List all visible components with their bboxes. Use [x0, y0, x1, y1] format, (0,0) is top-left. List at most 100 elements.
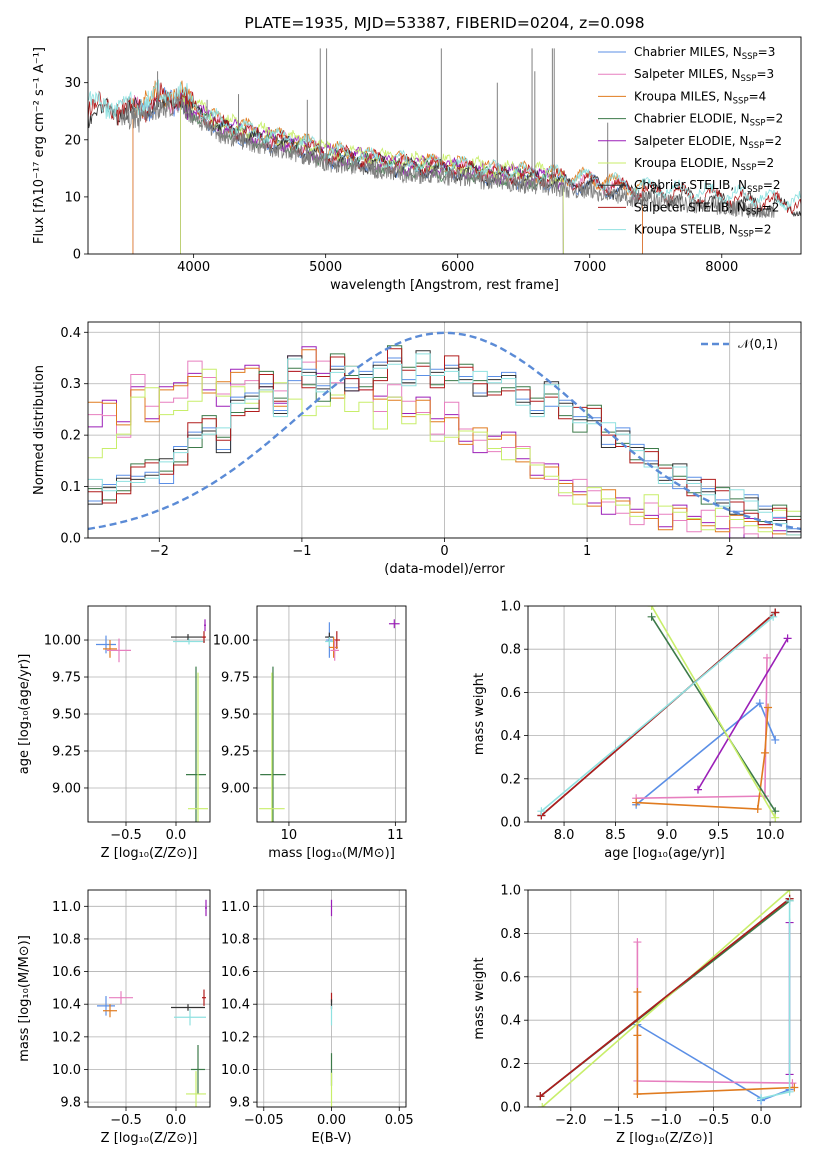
- plot-area: [88, 606, 210, 822]
- legend-value: =2: [754, 223, 772, 237]
- weight-marker: [536, 1092, 545, 1101]
- legend-subscript: SSP: [750, 119, 766, 129]
- y-tick-label: 10.2: [221, 1030, 250, 1045]
- legend-label: Chabrier MILES, NSSP=3: [634, 45, 775, 62]
- y-tick-label: 10.8: [52, 932, 81, 947]
- weight-marker: [633, 987, 642, 996]
- y-tick-label: 11.0: [221, 900, 250, 915]
- weight-marker: [537, 807, 546, 816]
- legend-label: Kroupa MILES, NSSP=4: [634, 89, 766, 106]
- y-tick-label: 0: [73, 248, 81, 263]
- residual-histogram: [88, 353, 801, 536]
- data-point: [171, 634, 205, 641]
- data-point: [103, 1004, 117, 1018]
- legend-value: =2: [764, 134, 782, 148]
- legend-value: =2: [763, 178, 781, 192]
- legend-value: =3: [756, 67, 774, 81]
- legend-subscript: SSP: [742, 52, 758, 62]
- weight-line: [650, 606, 776, 819]
- y-tick-label: 0.0: [500, 1101, 521, 1116]
- y-tick-label: 11.0: [52, 900, 81, 915]
- y-tick-label: 9.75: [221, 671, 250, 686]
- legend-label: Kroupa ELODIE, NSSP=2: [634, 156, 774, 173]
- data-point: [205, 899, 207, 917]
- x-tick-label: 10.0: [756, 828, 785, 843]
- y-tick-label: 30: [64, 76, 81, 91]
- data-point: [330, 640, 339, 661]
- x-tick-label: 0.00: [317, 1113, 346, 1128]
- data-point: [260, 666, 286, 822]
- y-tick-label: 10.4: [221, 998, 250, 1013]
- y-axis-label: Flux [fλ10⁻¹⁷ erg cm⁻² s⁻¹ A⁻¹]: [32, 47, 47, 244]
- y-tick-label: 0.0: [60, 532, 81, 547]
- weight-marker: [538, 1103, 547, 1107]
- observed-spectrum-line: [120, 97, 775, 219]
- x-tick-label: −2.0: [555, 1113, 587, 1128]
- y-tick-label: 0.4: [60, 326, 81, 341]
- legend-label: Salpeter ELODIE, NSSP=2: [634, 134, 782, 151]
- weight-marker: [790, 1083, 799, 1092]
- x-tick-label: 4000: [177, 260, 210, 275]
- y-axis-label: age [log₁₀(age/yr)]: [17, 654, 32, 775]
- y-tick-label: 10.4: [52, 998, 81, 1013]
- x-tick-label: 0.0: [751, 1113, 772, 1128]
- legend-value: =2: [756, 156, 774, 170]
- data-point: [188, 672, 208, 822]
- legend-subscript: SSP: [733, 96, 749, 106]
- y-tick-label: 9.8: [229, 1096, 250, 1111]
- x-tick-label: −1.0: [650, 1113, 682, 1128]
- y-tick-label: 10.0: [52, 1063, 81, 1078]
- weight-marker: [633, 938, 642, 947]
- weight-marker: [633, 1089, 642, 1098]
- y-tick-label: 10.0: [221, 1063, 250, 1078]
- plot-area: [257, 890, 406, 1107]
- legend-value: =2: [766, 112, 784, 126]
- weight-marker: [769, 612, 778, 621]
- legend-subscript: SSP: [738, 230, 754, 240]
- data-point: [173, 638, 205, 645]
- chart-title: PLATE=1935, MJD=53387, FIBERID=0204, z=0…: [244, 14, 644, 32]
- y-tick-label: 0.8: [500, 927, 521, 942]
- y-tick-label: 9.8: [60, 1096, 81, 1111]
- x-tick-label: 9.0: [657, 828, 678, 843]
- x-axis-label: age [log₁₀(age/yr)]: [604, 846, 725, 861]
- x-tick-label: 6000: [441, 260, 474, 275]
- weight-marker: [771, 813, 780, 822]
- x-tick-label: 8.0: [554, 828, 575, 843]
- axes-frame: [256, 605, 407, 823]
- x-tick-label: 0.0: [166, 828, 187, 843]
- weight-line: [636, 942, 793, 1084]
- x-tick-label: 2: [726, 544, 734, 559]
- data-point: [202, 989, 206, 1006]
- x-tick-label: −1.5: [603, 1113, 635, 1128]
- data-point: [388, 619, 400, 629]
- legend-subscript: SSP: [746, 207, 762, 217]
- panel-6: −0.5 0.0 9.8 10.0 10.2 10.4 10.6 10.8 11.0 Z [log…: [17, 889, 211, 1146]
- x-axis-label: E(B-V): [311, 1131, 351, 1146]
- y-tick-label: 0.2: [500, 772, 521, 787]
- y-tick-label: 1.0: [500, 600, 521, 615]
- y-tick-label: 0.4: [500, 729, 521, 744]
- y-tick-label: 1.0: [500, 884, 521, 899]
- x-tick-label: 10: [281, 828, 298, 843]
- data-point: [191, 1045, 205, 1094]
- data-point: [174, 1009, 206, 1026]
- y-tick-label: 0.1: [60, 480, 81, 495]
- y-tick-label: 10.00: [44, 634, 81, 649]
- y-axis-label: mass weight: [472, 673, 487, 755]
- legend-subscript: SSP: [741, 163, 757, 173]
- data-point: [186, 666, 206, 822]
- plot-area: [88, 48, 801, 254]
- panel-2: −2 −1 0 1 2 0.0 0.1 0.2 0.3 0.4 (data-model)/error…: [32, 321, 802, 577]
- y-tick-label: 10.2: [52, 1030, 81, 1045]
- panel-1: 4000 5000 6000 7000 8000 0 10 20 30 wavelength [A…: [32, 14, 802, 293]
- plot-area: [257, 606, 406, 822]
- weight-marker: [763, 653, 772, 662]
- x-axis-label: wavelength [Angstrom, rest frame]: [330, 278, 559, 293]
- legend-subscript: SSP: [748, 141, 764, 151]
- legend-label: Chabrier ELODIE, NSSP=2: [634, 112, 783, 129]
- legend-value: =3: [758, 45, 776, 59]
- axes-frame: [527, 605, 802, 823]
- weight-marker: [633, 1031, 642, 1040]
